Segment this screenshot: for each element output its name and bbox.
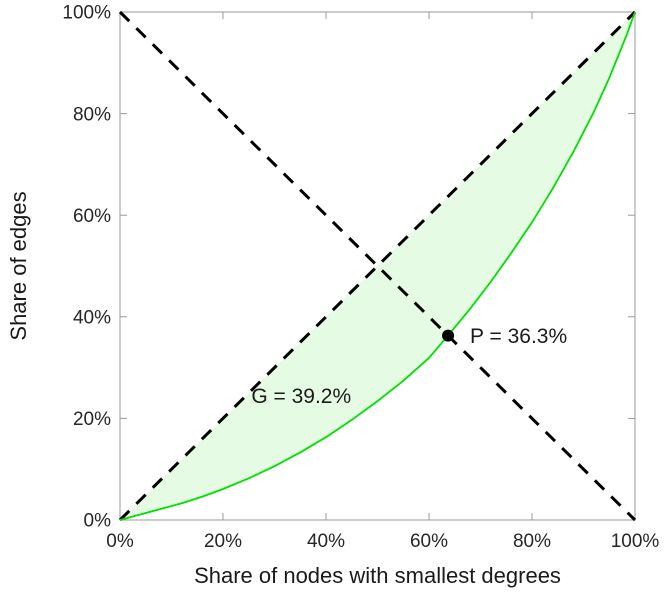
x-tick-label: 40%	[307, 531, 345, 552]
gini-shaded-area	[120, 12, 635, 520]
plot-box	[119, 11, 636, 521]
y-tick-label: 80%	[73, 104, 111, 125]
x-axis-title: Share of nodes with smallest degrees	[194, 563, 561, 588]
lorenz-curve	[119, 11, 636, 521]
p-point-marker	[442, 329, 455, 342]
y-tick-label: 0%	[84, 511, 112, 532]
x-tick-label: 20%	[204, 531, 242, 552]
equality-diagonal-line	[118, 10, 637, 522]
gini-label: G = 39.2%	[251, 385, 351, 408]
x-tick-label: 80%	[513, 531, 551, 552]
y-tick-label: 20%	[73, 409, 111, 430]
y-tick-label: 40%	[73, 307, 111, 328]
p-point-label: P = 36.3%	[470, 325, 567, 348]
x-tick-label: 0%	[106, 531, 134, 552]
y-tick-label: 100%	[62, 3, 111, 24]
y-tick-label: 60%	[73, 206, 111, 227]
anti-diagonal-line	[118, 10, 637, 522]
x-tick-label: 60%	[410, 531, 448, 552]
y-axis-title: Share of edges	[6, 191, 31, 340]
x-tick-label: 100%	[611, 531, 660, 552]
